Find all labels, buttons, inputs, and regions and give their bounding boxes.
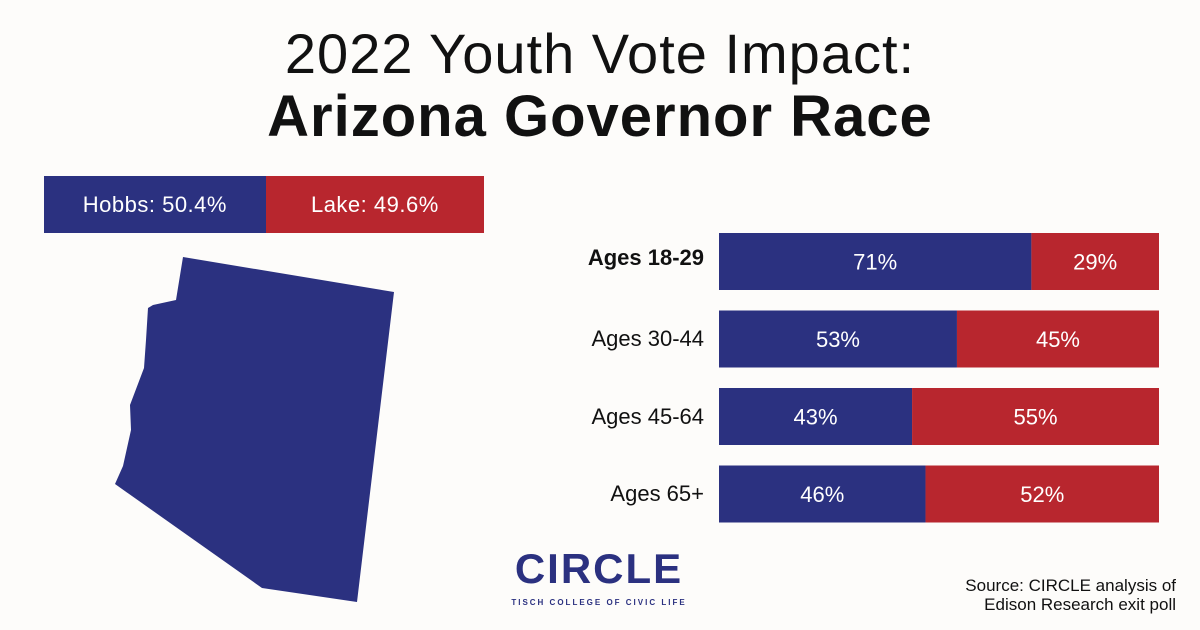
age-group-label-2: Ages 45-64 [591,403,704,429]
arizona-map-icon [115,257,394,602]
age-group-label-3: Ages 65+ [610,481,704,506]
hobbs-bar-2 [719,388,913,445]
title-line-1: 2022 Youth Vote Impact: [284,22,916,85]
lake-bar-3 [925,465,1159,523]
lake-bar-label-2: 55% [1014,405,1058,430]
source-line-2: Edison Research exit poll [984,595,1176,614]
hobbs-bar-label-1: 53% [816,327,860,352]
lake-total-label: Lake: 49.6% [310,191,439,217]
hobbs-bar-0 [719,233,1032,290]
circle-logo: CIRCLE TISCH COLLEGE OF CIVIC LIFE [504,546,694,616]
source-note: Source: CIRCLE analysis of Edison Resear… [965,576,1176,614]
source-line-1: Source: CIRCLE analysis of [965,576,1176,595]
hobbs-bar-label-3: 46% [800,482,844,507]
hobbs-total-segment: Hobbs: 50.4% [44,176,266,233]
statewide-totals-bar: Hobbs: 50.4% Lake: 49.6% [44,176,484,233]
lake-bar-label-0: 29% [1073,250,1117,275]
circle-logo-subtitle: TISCH COLLEGE OF CIVIC LIFE [511,598,687,607]
lake-total-segment: Lake: 49.6% [265,176,484,233]
lake-bar-label-1: 45% [1036,327,1080,352]
hobbs-bar-label-0: 71% [853,250,897,275]
lake-bar-0 [1031,233,1159,290]
age-group-label-0: Ages 18-29 [587,244,704,270]
hobbs-bar-label-2: 43% [794,405,838,430]
hobbs-total-label: Hobbs: 50.4% [82,191,227,217]
age-group-label-1: Ages 30-44 [591,326,704,351]
circle-logo-wordmark: CIRCLE [514,545,684,592]
title-line-2: Arizona Governor Race [267,84,933,149]
hobbs-bar-1 [719,310,957,368]
lake-bar-1 [956,310,1159,368]
hobbs-bar-3 [719,465,926,523]
lake-bar-2 [912,388,1159,445]
lake-bar-label-3: 52% [1020,482,1064,507]
